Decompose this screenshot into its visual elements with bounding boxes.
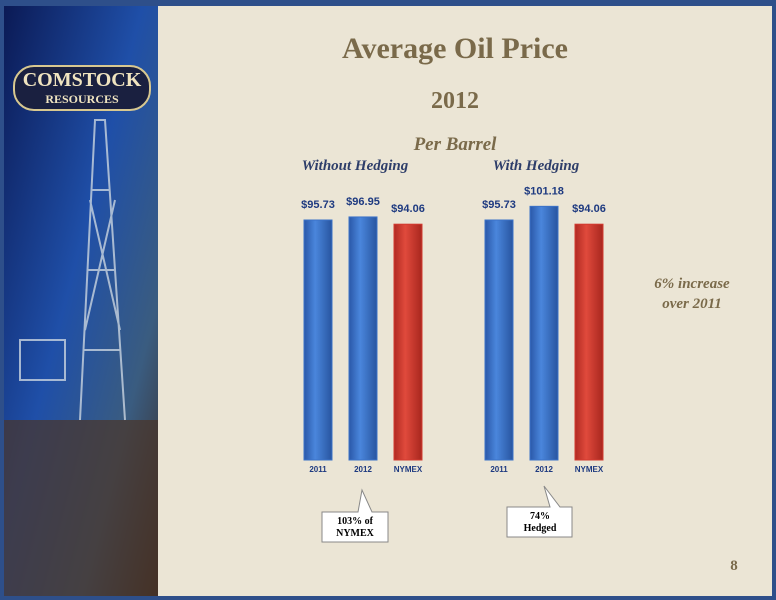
note: over 2011 <box>662 296 722 312</box>
charts: Without Hedging $95.73 2011 $96.95 2012 $94.0… <box>301 158 606 474</box>
slide-subtitle: 2012 <box>431 88 479 114</box>
value-label: $96.95 <box>346 196 380 208</box>
x-tick-label: 2011 <box>309 465 327 474</box>
logo-text: COMSTOCK <box>23 69 142 91</box>
value-label: $101.18 <box>524 185 564 197</box>
callout: 103% of NYMEX <box>321 488 389 543</box>
x-tick-label: 2012 <box>354 465 372 474</box>
callout-text: 103% of <box>337 516 374 527</box>
heading: Per Barrel <box>413 134 498 155</box>
logo-text: RESOURCES <box>45 92 119 106</box>
chart-title: Without Hedging <box>302 158 409 174</box>
value-label: $95.73 <box>482 199 516 211</box>
bar <box>393 223 423 461</box>
slide-title: Average Oil Price <box>342 32 568 65</box>
callout-text: 74% <box>530 511 550 522</box>
bar <box>529 205 559 461</box>
callout: 74% Hedged <box>506 485 573 538</box>
x-tick-label: 2011 <box>490 465 508 474</box>
value-label: $94.06 <box>572 203 606 215</box>
bar <box>303 219 333 461</box>
bar <box>484 219 514 461</box>
note: 6% increase <box>654 276 730 292</box>
rig <box>19 119 126 421</box>
logo-badge <box>13 65 151 111</box>
content-area <box>158 6 772 596</box>
bar <box>348 216 378 461</box>
page-number: 8 <box>730 558 738 574</box>
bar <box>574 223 604 461</box>
callout-text: NYMEX <box>336 528 375 539</box>
chart-title: With Hedging <box>493 158 580 174</box>
x-tick-label: NYMEX <box>575 465 604 474</box>
callout-text: Hedged <box>524 523 557 534</box>
pipes <box>4 420 158 596</box>
x-tick-label: 2012 <box>535 465 553 474</box>
value-label: $95.73 <box>301 199 335 211</box>
value-label: $94.06 <box>391 203 425 215</box>
x-tick-label: NYMEX <box>394 465 423 474</box>
